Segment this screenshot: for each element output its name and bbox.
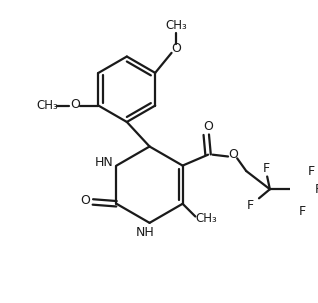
Text: F: F (246, 199, 253, 212)
Text: O: O (171, 42, 181, 55)
Text: O: O (81, 194, 91, 207)
Text: O: O (203, 120, 213, 133)
Text: O: O (229, 148, 238, 161)
Text: F: F (315, 183, 318, 196)
Text: NH: NH (136, 226, 154, 239)
Text: HN: HN (94, 156, 113, 169)
Text: F: F (308, 165, 315, 178)
Text: O: O (70, 98, 80, 111)
Text: F: F (263, 162, 270, 175)
Text: F: F (299, 205, 306, 218)
Text: CH₃: CH₃ (195, 212, 217, 225)
Text: CH₃: CH₃ (37, 99, 59, 112)
Text: CH₃: CH₃ (165, 19, 187, 32)
